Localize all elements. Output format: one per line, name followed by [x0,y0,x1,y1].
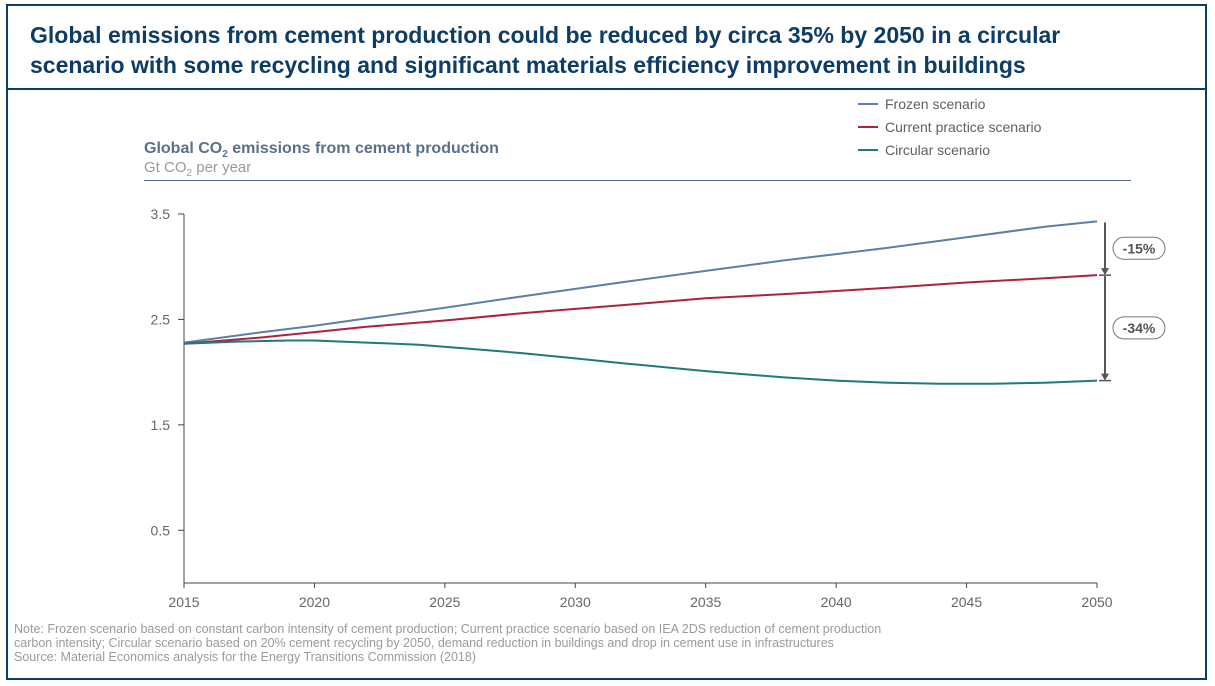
footnote-line-2: carbon intensity; Circular scenario base… [14,636,834,650]
footnote-line-1: Note: Frozen scenario based on constant … [14,622,882,636]
annotation-pill [1112,316,1166,340]
legend-label: Frozen scenario [885,95,986,112]
footnote: Note: Frozen scenario based on constant … [14,622,1194,664]
annotation-label: -15% [1123,240,1156,256]
footnote-source: Source: Material Economics analysis for … [14,650,476,664]
chart-legend: Frozen scenario Current practice scenario… [858,92,1041,161]
legend-swatch [858,102,878,105]
series-line-1 [183,220,1098,344]
chart-title-suffix: emissions from cement production [227,140,499,157]
legend-label: Current practice scenario [885,118,1042,135]
chart-title: Global CO2 emissions from cement product… [144,140,499,160]
chart-unit-prefix: Gt CO [144,159,187,176]
legend-item-2: Current practice scenario [858,115,1041,138]
series-line-3 [183,339,1098,385]
x-tick-label: 2030 [560,594,591,610]
title-bar: Global emissions from cement production … [8,6,1205,90]
y-tick-label: 0.5 [151,522,171,538]
x-tick-label: 2025 [429,594,460,610]
annotation-arrow-head [1101,373,1109,381]
chart-unit: Gt CO2 per year [144,159,251,179]
legend-swatch [858,148,878,151]
chart-header-rule [144,180,1131,181]
y-tick-label: 3.5 [151,206,171,222]
x-tick-label: 2040 [821,594,852,610]
y-tick-label: 1.5 [151,417,171,433]
chart-title-subscript: 2 [222,149,228,161]
legend-swatch [858,125,878,128]
chart-title-prefix: Global CO [144,140,223,157]
y-tick-label: 2.5 [151,311,171,327]
annotation-label: -34% [1123,320,1156,336]
annotation-pill [1112,236,1166,260]
slide-title: Global emissions from cement production … [30,20,1200,80]
x-tick-label: 2015 [168,594,199,610]
x-tick-label: 2045 [951,594,982,610]
x-tick-label: 2035 [690,594,721,610]
chart-unit-suffix: per year [192,159,252,176]
chart-unit-subscript: 2 [186,168,193,179]
x-tick-label: 2050 [1081,594,1112,610]
slide-title-line-1: Global emissions from cement production … [30,22,1061,48]
x-tick-label: 2020 [299,594,330,610]
slide-title-line-2: scenario with some recycling and signifi… [30,52,1026,78]
legend-label: Circular scenario [885,141,991,158]
series-line-2 [183,274,1098,345]
legend-item-3: Circular scenario [858,138,1041,161]
legend-item-1: Frozen scenario [858,92,1041,115]
annotation-arrow-head [1101,268,1109,276]
